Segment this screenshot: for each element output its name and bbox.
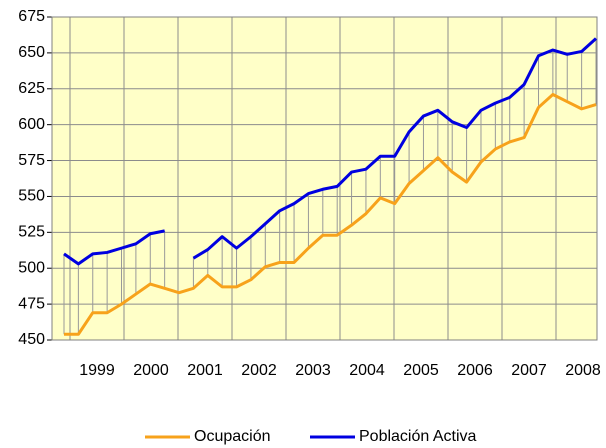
x-tick-label: 2006 <box>457 362 493 379</box>
legend-label: Ocupación <box>194 428 271 445</box>
plot-border <box>51 16 598 341</box>
y-tick-label: 675 <box>18 8 45 25</box>
x-tick-label: 2007 <box>511 362 547 379</box>
x-tick-label: 2001 <box>187 362 223 379</box>
y-tick-label: 500 <box>18 259 45 276</box>
y-tick-label: 525 <box>18 224 45 241</box>
x-tick-label: 2003 <box>295 362 331 379</box>
legend: Ocupación Población Activa <box>145 428 477 445</box>
y-tick-label: 625 <box>18 80 45 97</box>
series-line <box>63 37 598 266</box>
y-tick-label: 475 <box>18 295 45 312</box>
plot-background <box>52 17 597 340</box>
series-line <box>64 93 597 336</box>
y-tick-label: 650 <box>18 44 45 61</box>
x-tick-label: 2002 <box>241 362 277 379</box>
x-tick-label: 1999 <box>79 362 115 379</box>
y-tick-label: 450 <box>18 331 45 348</box>
y-tick-label: 600 <box>18 116 45 133</box>
legend-label: Población Activa <box>359 428 477 445</box>
x-tick-label: 2000 <box>133 362 169 379</box>
y-tick-label: 550 <box>18 188 45 205</box>
y-tick-label: 575 <box>18 152 45 169</box>
plot-area: 450 475 500 525 550 575 600 625 650 675 1999 2000 20… <box>18 8 601 379</box>
x-tick-label: 2008 <box>565 362 601 379</box>
x-tick-label: 2005 <box>403 362 439 379</box>
x-tick-label: 2004 <box>349 362 385 379</box>
